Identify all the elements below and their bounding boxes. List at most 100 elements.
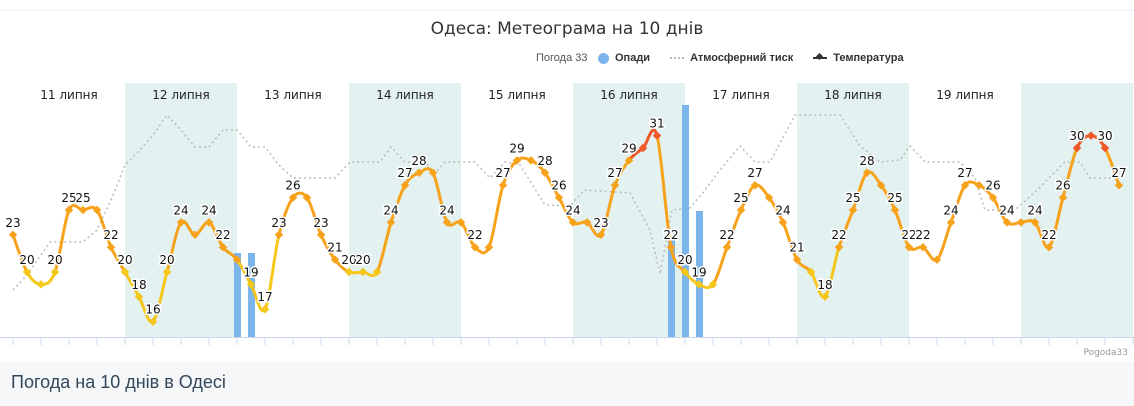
temperature-point <box>8 230 18 240</box>
temperature-marker-icon <box>813 57 828 59</box>
footer: Погода на 10 днів в Одесі <box>0 362 1134 406</box>
temperature-label: 23 <box>5 216 20 230</box>
temperature-label: 27 <box>397 166 412 180</box>
pressure-line <box>12 113 1120 291</box>
temperature-label: 27 <box>747 166 762 180</box>
precipitation-bar <box>682 105 689 337</box>
temperature-label: 17 <box>257 290 272 304</box>
credit-link[interactable]: Pogoda33 <box>1083 348 1128 358</box>
temperature-point <box>372 267 382 277</box>
temperature-label: 22 <box>1041 228 1056 242</box>
temperature-point <box>50 267 60 277</box>
temperature-label: 30 <box>1097 129 1112 143</box>
temperature-point <box>722 242 732 252</box>
temperature-point <box>92 205 102 215</box>
temperature-label: 16 <box>145 303 160 317</box>
temperature-label: 26 <box>1055 179 1070 193</box>
temperature-point <box>120 267 130 277</box>
temperature-point <box>232 255 242 264</box>
temperature-label: 24 <box>383 203 398 217</box>
chart-title: Одеса: Метеограма на 10 днів <box>430 19 704 39</box>
temperature-label: 30 <box>1069 129 1084 143</box>
legend-precipitation[interactable]: Опади <box>598 52 650 64</box>
legend-source[interactable]: Погода 33 <box>536 52 588 64</box>
legend-label: Опади <box>615 52 651 64</box>
temperature-point <box>176 218 186 227</box>
temperature-point <box>694 280 704 289</box>
legend-label: Атмосферний тиск <box>690 52 794 64</box>
temperature-point <box>344 267 354 277</box>
temperature-label: 22 <box>215 228 230 242</box>
temperature-label: 22 <box>901 228 916 242</box>
temperature-point <box>148 317 158 326</box>
temperature-label: 27 <box>957 166 972 180</box>
temperature-label: 27 <box>1111 166 1126 180</box>
temperature-label: 26 <box>285 179 300 193</box>
day-label: 12 липня <box>152 88 209 102</box>
temperature-point <box>470 242 480 252</box>
temperature-point <box>204 218 214 227</box>
pressure-marker-icon <box>670 57 685 59</box>
temperature-point <box>246 280 256 289</box>
temperature-point <box>820 292 830 302</box>
temperature-point <box>456 218 466 227</box>
temperature-point <box>414 168 424 178</box>
temperature-point <box>218 242 228 252</box>
precipitation-bar <box>234 253 241 337</box>
temperature-label: 20 <box>341 253 356 267</box>
temperature-label: 21 <box>327 241 342 255</box>
temperature-point <box>330 255 340 264</box>
temperature-label: 26 <box>551 179 566 193</box>
temperature-point <box>806 267 816 277</box>
temperature-label: 23 <box>593 216 608 230</box>
temperature-point <box>64 205 74 215</box>
legend-pressure[interactable]: Атмосферний тиск <box>670 52 793 64</box>
temperature-label: 28 <box>411 154 426 168</box>
temperature-label: 20 <box>19 253 34 267</box>
temperature-line-segment <box>711 245 729 286</box>
day-label: 16 липня <box>600 88 657 102</box>
temperature-label: 22 <box>663 228 678 242</box>
day-label: 19 липня <box>936 88 993 102</box>
section-heading: Погода на 10 днів в Одесі <box>11 372 226 392</box>
day-band <box>125 83 237 337</box>
temperature-line-segment <box>655 134 673 249</box>
day-band <box>1021 83 1133 337</box>
temperature-point <box>736 205 746 215</box>
temperature-label: 20 <box>117 253 132 267</box>
temperature-point <box>792 255 802 264</box>
temperature-point <box>484 242 494 252</box>
temperature-point <box>946 218 956 227</box>
temperature-label: 29 <box>509 141 524 155</box>
temperature-point <box>316 230 326 240</box>
temperature-point <box>358 267 368 277</box>
temperature-label: 24 <box>439 203 454 217</box>
temperature-label: 29 <box>621 141 636 155</box>
day-label: 17 липня <box>712 88 769 102</box>
temperature-point <box>36 280 46 289</box>
temperature-point <box>932 255 942 264</box>
temperature-label: 24 <box>999 203 1014 217</box>
temperature-label: 20 <box>47 253 62 267</box>
temperature-point <box>442 218 452 227</box>
temperature-line-segment <box>487 183 505 249</box>
temperature-point <box>260 304 270 314</box>
temperature-label: 28 <box>859 154 874 168</box>
day-label: 15 липня <box>488 88 545 102</box>
legend-temperature[interactable]: Температура <box>813 52 904 64</box>
temperature-label: 22 <box>915 228 930 242</box>
temperature-point <box>386 218 396 227</box>
temperature-point <box>288 193 298 202</box>
legend: Погода 33 Опади Атмосферний тиск Темпера… <box>536 52 924 64</box>
temperature-label: 23 <box>313 216 328 230</box>
temperature-label: 20 <box>159 253 174 267</box>
temperature-point <box>428 168 438 178</box>
temperature-label: 27 <box>607 166 622 180</box>
temperature-label: 20 <box>677 253 692 267</box>
temperature-label: 24 <box>565 203 580 217</box>
temperature-point <box>302 193 312 202</box>
precipitation-marker-icon <box>598 52 609 64</box>
meteogram-chart: 11 липня 12 липня 13 липня 14 липня 15 липня… <box>0 83 1134 345</box>
precipitation-bar <box>696 211 703 337</box>
temperature-label: 25 <box>845 191 860 205</box>
